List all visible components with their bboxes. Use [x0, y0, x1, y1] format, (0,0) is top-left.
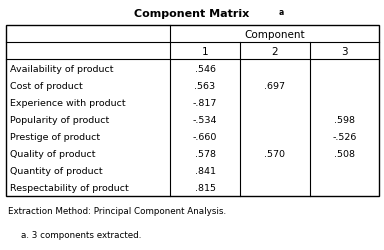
Text: .563: .563 — [194, 81, 215, 90]
Text: a. 3 components extracted.: a. 3 components extracted. — [21, 230, 141, 239]
Text: Popularity of product: Popularity of product — [10, 115, 109, 124]
Text: Component: Component — [245, 30, 305, 40]
Text: Quality of product: Quality of product — [10, 149, 96, 158]
Text: 2: 2 — [271, 47, 278, 57]
Text: .841: .841 — [195, 166, 215, 175]
Text: -.660: -.660 — [193, 132, 217, 141]
Text: Extraction Method: Principal Component Analysis.: Extraction Method: Principal Component A… — [8, 206, 226, 215]
Text: .815: .815 — [195, 183, 215, 192]
Text: .697: .697 — [264, 81, 285, 90]
Text: .546: .546 — [195, 64, 215, 73]
Text: -.817: -.817 — [193, 98, 217, 107]
Text: 1: 1 — [202, 47, 209, 57]
Text: .598: .598 — [334, 115, 355, 124]
Text: -.534: -.534 — [193, 115, 217, 124]
Text: .578: .578 — [195, 149, 215, 158]
Text: Respectability of product: Respectability of product — [10, 183, 129, 192]
Text: Cost of product: Cost of product — [10, 81, 83, 90]
Text: .508: .508 — [334, 149, 355, 158]
Text: Experience with product: Experience with product — [10, 98, 126, 107]
Text: Prestige of product: Prestige of product — [10, 132, 101, 141]
Bar — [6, 26, 379, 196]
Text: Availability of product: Availability of product — [10, 64, 114, 73]
Text: Component Matrix: Component Matrix — [134, 9, 250, 19]
Text: a: a — [279, 8, 284, 16]
Text: .570: .570 — [264, 149, 285, 158]
Text: 3: 3 — [341, 47, 348, 57]
Text: -.526: -.526 — [332, 132, 357, 141]
Text: Quantity of product: Quantity of product — [10, 166, 103, 175]
